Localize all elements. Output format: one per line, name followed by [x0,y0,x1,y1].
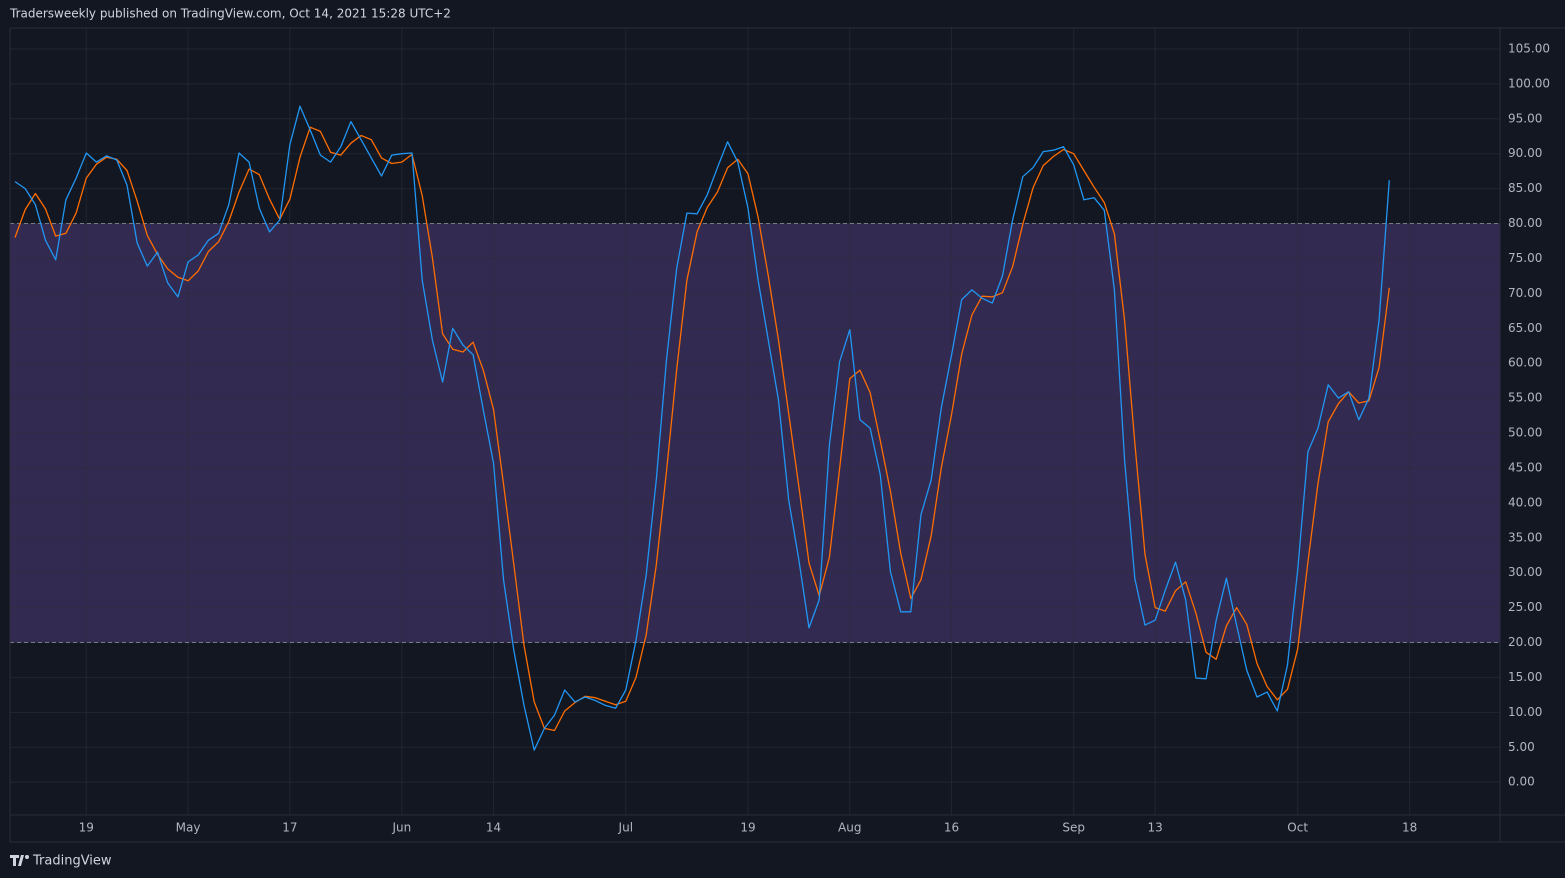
x-tick-label: 19 [79,821,94,835]
y-tick-label: 100.00 [1508,76,1550,90]
series-line [14,105,1390,751]
y-tick-label: 105.00 [1508,41,1550,55]
y-tick-label: 95.00 [1508,111,1542,125]
x-tick-label: May [176,821,201,835]
y-tick-label: 25.00 [1508,600,1542,614]
y-tick-label: 85.00 [1508,181,1542,195]
plot-area [10,28,1500,815]
y-tick-label: 10.00 [1508,705,1542,719]
y-tick-label: 90.00 [1508,146,1542,160]
header: Tradersweekly published on TradingView.c… [9,7,451,21]
x-tick-label: Jul [618,821,633,835]
x-tick-label: 14 [486,821,501,835]
logo-icon [10,855,24,866]
x-tick-label: Aug [838,821,861,835]
y-tick-label: 40.00 [1508,495,1542,509]
y-tick-label: 60.00 [1508,356,1542,370]
y-tick-label: 70.00 [1508,286,1542,300]
y-tick-label: 65.00 [1508,321,1542,335]
y-tick-label: 35.00 [1508,530,1542,544]
y-tick-label: 80.00 [1508,216,1542,230]
y-tick-label: 50.00 [1508,426,1542,440]
y-tick-label: 5.00 [1508,740,1535,754]
footer-text: TradingView [32,854,112,869]
y-tick-label: 45.00 [1508,460,1542,474]
logo-dot [25,855,29,859]
y-tick-label: 20.00 [1508,635,1542,649]
x-tick-label: 18 [1402,821,1417,835]
logo: TradingView [10,854,112,869]
y-tick-label: 30.00 [1508,565,1542,579]
y-tick-label: 55.00 [1508,391,1542,405]
x-tick-label: 17 [282,821,297,835]
x-tick-label: 19 [740,821,755,835]
x-tick-label: 13 [1148,821,1163,835]
x-tick-label: Oct [1287,821,1308,835]
x-tick-label: 16 [944,821,959,835]
y-tick-label: 75.00 [1508,251,1542,265]
x-tick-label: Sep [1062,821,1085,835]
y-tick-label: 15.00 [1508,670,1542,684]
x-tick-label: Jun [391,821,411,835]
y-tick-label: 0.00 [1508,775,1535,789]
series-line [14,126,1390,732]
